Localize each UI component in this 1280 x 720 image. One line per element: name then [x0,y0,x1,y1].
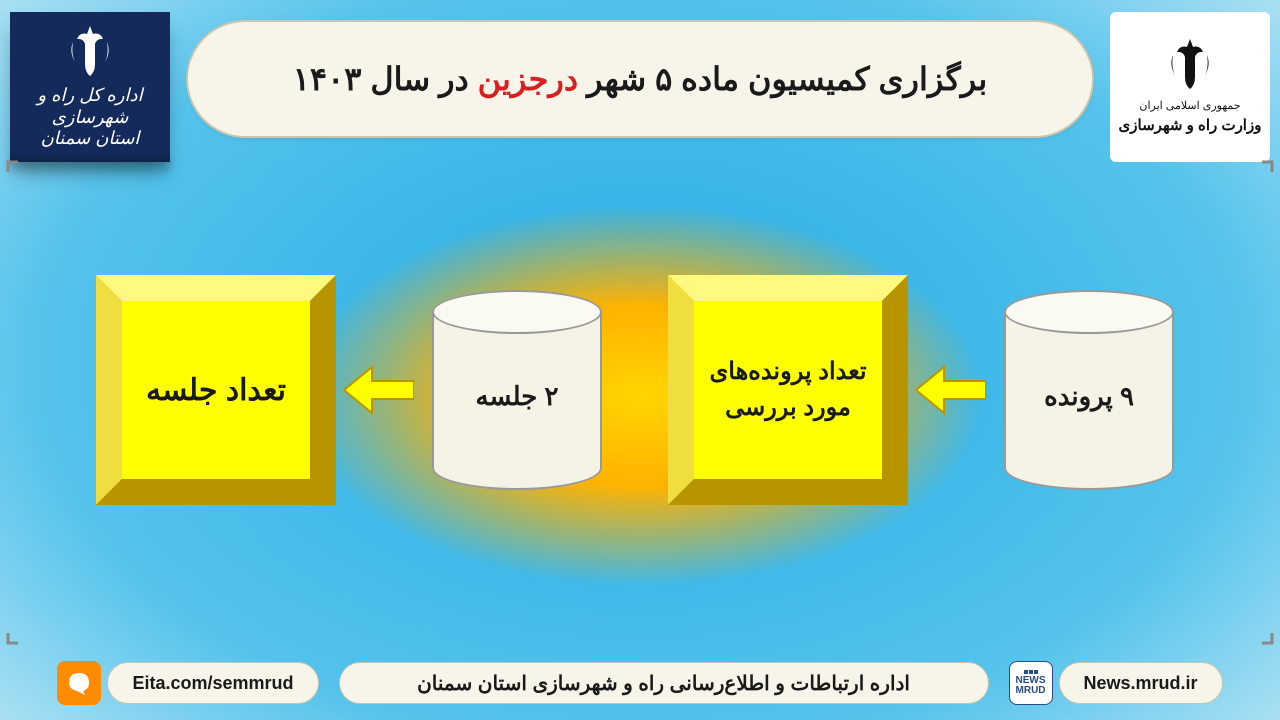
box-sessions-label: تعداد جلسه [146,368,286,413]
box-cases-label: تعداد پرونده‌های مورد بررسی [704,354,872,426]
footer-org-name: اداره ارتباطات و اطلاع‌رسانی راه و شهرسا… [339,662,989,704]
news-link[interactable]: NEWS MRUD News.mrud.ir [1009,661,1223,705]
title-pill: برگزاری کمیسیون ماده ۵ شهر درجزین در سال… [186,20,1094,138]
eitaa-logo-icon [57,661,101,705]
cylinder-sessions: ۲ جلسه [422,290,612,490]
cylinder-cases-label: ۹ پرونده [1044,381,1134,412]
news-url: News.mrud.ir [1059,662,1223,704]
logo-ministry-line1: جمهوری اسلامی ایران [1139,98,1240,115]
iran-emblem-icon [1165,37,1215,92]
iran-emblem-icon [65,24,115,79]
logo-ministry: جمهوری اسلامی ایران وزارت راه و شهرسازی [1110,12,1270,162]
cylinder-cases: ۹ پرونده [994,290,1184,490]
cylinder-sessions-label: ۲ جلسه [476,381,559,412]
logo-province: اداره کل راه و شهرسازی استان سمنان [10,12,170,162]
news-logo-icon: NEWS MRUD [1009,661,1053,705]
header: جمهوری اسلامی ایران وزارت راه و شهرسازی … [0,12,1280,172]
flow-diagram: تعداد جلسه ۲ جلسه تعداد پرونده‌های مورد … [0,260,1280,520]
logo-ministry-line2: وزارت راه و شهرسازی [1119,115,1262,138]
title-highlight: درجزین [478,61,578,97]
box-sessions: تعداد جلسه [96,275,336,505]
logo-province-line1: اداره کل راه و شهرسازی [10,85,170,128]
footer: NEWS MRUD News.mrud.ir اداره ارتباطات و … [0,656,1280,710]
title-post: در سال ۱۴۰۳ [293,61,478,97]
arrow-icon [344,365,414,415]
box-cases: تعداد پرونده‌های مورد بررسی [668,275,908,505]
eitaa-url: Eita.com/semmrud [107,662,318,704]
arrow-icon [916,365,986,415]
title-pre: برگزاری کمیسیون ماده ۵ شهر [578,61,987,97]
page-title: برگزاری کمیسیون ماده ۵ شهر درجزین در سال… [293,60,988,98]
logo-province-line2: استان سمنان [41,128,140,150]
eitaa-link[interactable]: Eita.com/semmrud [57,661,318,705]
